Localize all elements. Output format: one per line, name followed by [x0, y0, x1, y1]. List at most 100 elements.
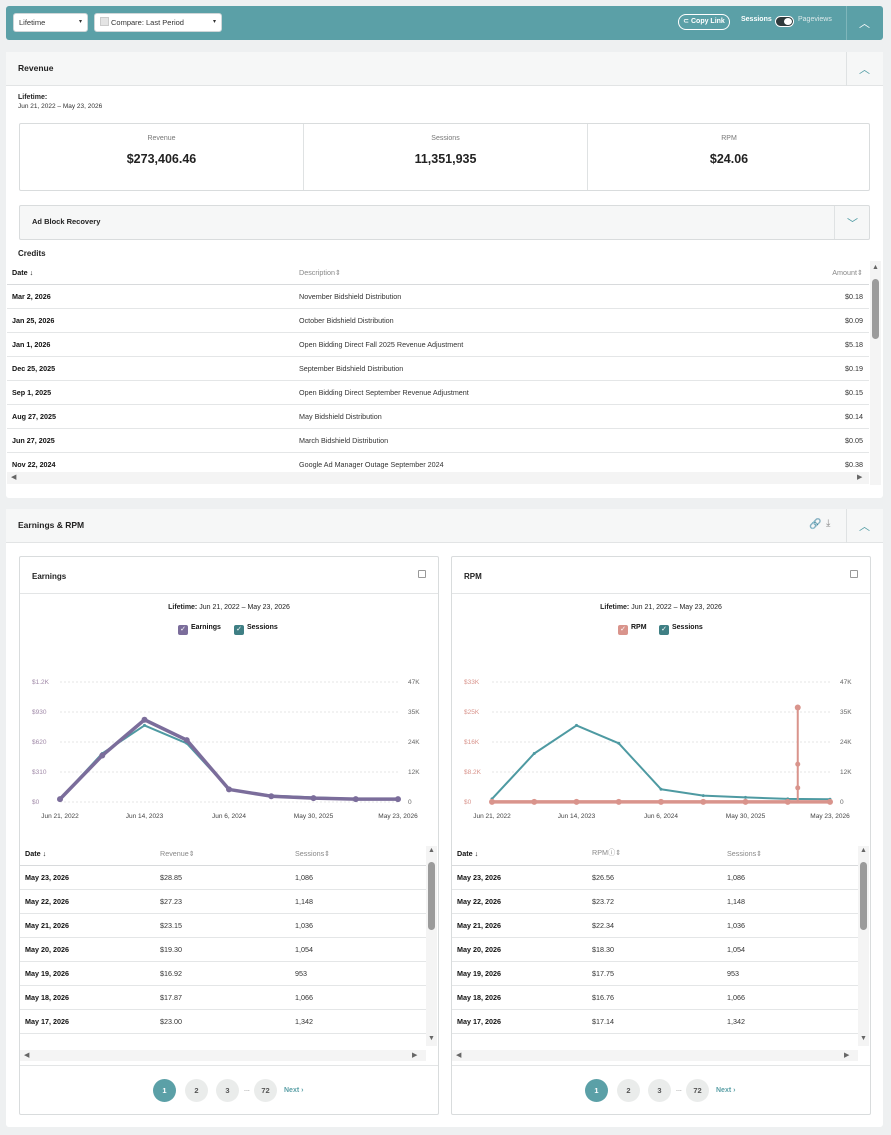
table-row[interactable]: May 22, 2026 $23.72 1,148	[452, 889, 858, 914]
page-2-button[interactable]: 2	[185, 1079, 208, 1102]
page-1-button[interactable]: 1	[585, 1079, 608, 1102]
legend-sessions[interactable]: ✓ Sessions	[659, 624, 703, 635]
table-cell: $24.59	[155, 1033, 290, 1042]
scroll-right-icon[interactable]: ▶	[844, 1052, 850, 1059]
table-cell: 1,794	[290, 1033, 426, 1042]
sort-icon: ⇕	[856, 267, 863, 277]
collapse-toolbar-icon[interactable]: ︿	[859, 18, 870, 30]
scroll-thumb[interactable]	[872, 279, 879, 339]
scroll-right-icon[interactable]: ▶	[857, 474, 863, 481]
col-date[interactable]: Date ↓	[20, 842, 155, 866]
data-point	[352, 796, 359, 803]
legend-earnings[interactable]: ✓ Earnings	[178, 624, 221, 635]
stat-revenue: Revenue $273,406.46	[20, 124, 303, 192]
next-page-button[interactable]: Next ›	[716, 1087, 736, 1094]
collapse-revenue-icon[interactable]: ︿	[859, 64, 870, 76]
scroll-up-icon[interactable]: ▲	[428, 847, 435, 854]
scroll-down-icon[interactable]: ▼	[428, 1035, 435, 1042]
scroll-right-icon[interactable]: ▶	[412, 1052, 418, 1059]
legend-label: RPM	[631, 624, 647, 631]
earnings-vertical-scrollbar[interactable]: ▲ ▼	[426, 846, 437, 1046]
page-3-button[interactable]: 3	[216, 1079, 239, 1102]
table-row[interactable]: Jan 25, 2026 October Bidshield Distributi…	[7, 308, 869, 333]
table-row[interactable]: Dec 25, 2025 September Bidshield Distribu…	[7, 356, 869, 381]
table-row[interactable]: May 21, 2026 $23.15 1,036	[20, 913, 426, 938]
table-row[interactable]: May 22, 2026 $27.23 1,148	[20, 889, 426, 914]
table-row[interactable]: Sep 1, 2025 Open Bidding Direct September…	[7, 380, 869, 405]
sessions-pageviews-toggle[interactable]	[775, 16, 794, 27]
col-revenue[interactable]: Revenue⇕	[155, 842, 290, 866]
external-link-icon[interactable]	[418, 570, 426, 578]
col-label: Date	[25, 848, 41, 858]
y-tick-label-left: $620	[32, 739, 47, 746]
link-icon[interactable]: 🔗	[809, 519, 822, 530]
scroll-left-icon[interactable]: ◀	[11, 474, 17, 481]
scroll-thumb[interactable]	[428, 862, 435, 930]
next-page-button[interactable]: Next ›	[284, 1087, 304, 1094]
collapse-earnings-icon[interactable]: ︿	[859, 521, 870, 533]
ad-block-recovery-accordion[interactable]: Ad Block Recovery ﹀	[19, 205, 870, 240]
external-link-icon[interactable]	[850, 570, 858, 578]
caret-down-icon: ▾	[212, 19, 216, 25]
table-row[interactable]: May 21, 2026 $22.34 1,036	[452, 913, 858, 938]
col-description[interactable]: Description⇕	[294, 261, 764, 285]
legend-rpm[interactable]: ✓ RPM	[618, 624, 647, 635]
table-row[interactable]: May 18, 2026 $17.87 1,066	[20, 985, 426, 1010]
rpm-table-wrap: Date ↓ RPMⓘ⇕ Sessions⇕ May 23, 2026 $26.5…	[452, 842, 858, 1042]
table-row[interactable]: Mar 2, 2026 November Bidshield Distributi…	[7, 284, 869, 309]
col-sessions[interactable]: Sessions⇕	[290, 842, 426, 866]
table-row[interactable]: May 16, 2026$24.591,794	[20, 1033, 426, 1042]
col-rpm[interactable]: RPMⓘ⇕	[587, 842, 722, 866]
range-select-value: Lifetime	[19, 18, 46, 27]
page-last-button[interactable]: 72	[254, 1079, 277, 1102]
table-row[interactable]: May 20, 2026 $19.30 1,054	[20, 937, 426, 962]
legend-sessions[interactable]: ✓ Sessions	[234, 624, 278, 635]
scroll-up-icon[interactable]: ▲	[860, 847, 867, 854]
table-row[interactable]: May 19, 2026 $17.75 953	[452, 961, 858, 986]
table-row[interactable]: Jan 1, 2026 Open Bidding Direct Fall 2025…	[7, 332, 869, 357]
page-3-button[interactable]: 3	[648, 1079, 671, 1102]
scroll-left-icon[interactable]: ◀	[456, 1052, 462, 1059]
table-row[interactable]: May 20, 2026 $18.30 1,054	[452, 937, 858, 962]
earnings-chart: $0 0 $310 12K $620 24K $930 35K $1.2K 47K Jun 21, …	[32, 679, 420, 820]
credits-horizontal-scrollbar[interactable]: ◀ ▶	[7, 472, 869, 484]
table-row[interactable]: Jun 27, 2025 March Bidshield Distribution…	[7, 428, 869, 453]
y-tick-label-right: 35K	[408, 709, 420, 716]
scroll-thumb[interactable]	[860, 862, 867, 930]
col-sessions[interactable]: Sessions⇕	[722, 842, 858, 866]
sort-icon: ⇕	[188, 848, 195, 858]
table-row[interactable]: Aug 27, 2025 May Bidshield Distribution $0…	[7, 404, 869, 429]
credits-vertical-scrollbar[interactable]: ▲	[870, 261, 881, 485]
rpm-vertical-scrollbar[interactable]: ▲ ▼	[858, 846, 869, 1046]
col-date[interactable]: Date ↓	[7, 261, 294, 285]
table-row[interactable]: May 17, 2026 $17.14 1,342	[452, 1009, 858, 1034]
compare-select[interactable]: Compare: Last Period ▾	[94, 13, 222, 32]
col-date[interactable]: Date ↓	[452, 842, 587, 866]
table-row[interactable]: May 19, 2026 $16.92 953	[20, 961, 426, 986]
scroll-down-icon[interactable]: ▼	[860, 1035, 867, 1042]
table-row[interactable]: May 23, 2026 $28.85 1,086	[20, 865, 426, 890]
earnings-horizontal-scrollbar[interactable]: ◀ ▶	[20, 1050, 426, 1061]
range-select[interactable]: Lifetime ▾	[13, 13, 88, 32]
table-row[interactable]: May 16, 2026$13.701,794	[452, 1033, 858, 1042]
stat-rpm: RPM $24.06	[588, 124, 870, 192]
table-cell: May 22, 2026	[452, 889, 587, 914]
download-icon[interactable]: ⤓	[826, 518, 831, 529]
chevron-down-icon[interactable]: ﹀	[847, 218, 858, 230]
page-last-button[interactable]: 72	[686, 1079, 709, 1102]
scroll-up-icon[interactable]: ▲	[872, 264, 879, 271]
stat-divider	[587, 124, 588, 190]
page-1-button[interactable]: 1	[153, 1079, 176, 1102]
rpm-horizontal-scrollbar[interactable]: ◀ ▶	[452, 1050, 858, 1061]
col-amount[interactable]: Amount⇕	[764, 261, 869, 285]
table-row[interactable]: May 23, 2026 $26.56 1,086	[452, 865, 858, 890]
scroll-left-icon[interactable]: ◀	[24, 1052, 30, 1059]
revenue-period-label: Lifetime:	[18, 94, 48, 101]
page-2-button[interactable]: 2	[617, 1079, 640, 1102]
table-cell: 1,054	[722, 937, 858, 962]
info-icon[interactable]: ⓘ	[607, 848, 616, 858]
table-cell: Open Bidding Direct Fall 2025 Revenue Ad…	[294, 332, 764, 357]
table-row[interactable]: May 18, 2026 $16.76 1,066	[452, 985, 858, 1010]
table-row[interactable]: May 17, 2026 $23.00 1,342	[20, 1009, 426, 1034]
copy-link-button[interactable]: ⊂ Copy Link	[678, 14, 730, 30]
